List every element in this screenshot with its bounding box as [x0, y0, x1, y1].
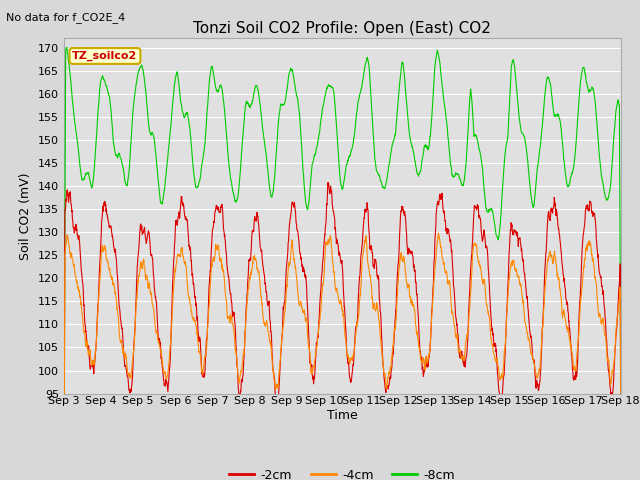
- Y-axis label: Soil CO2 (mV): Soil CO2 (mV): [19, 172, 33, 260]
- Text: No data for f_CO2E_4: No data for f_CO2E_4: [6, 12, 125, 23]
- Text: TZ_soilco2: TZ_soilco2: [72, 51, 138, 61]
- Legend: -2cm, -4cm, -8cm: -2cm, -4cm, -8cm: [225, 464, 460, 480]
- Title: Tonzi Soil CO2 Profile: Open (East) CO2: Tonzi Soil CO2 Profile: Open (East) CO2: [193, 21, 492, 36]
- X-axis label: Time: Time: [327, 409, 358, 422]
